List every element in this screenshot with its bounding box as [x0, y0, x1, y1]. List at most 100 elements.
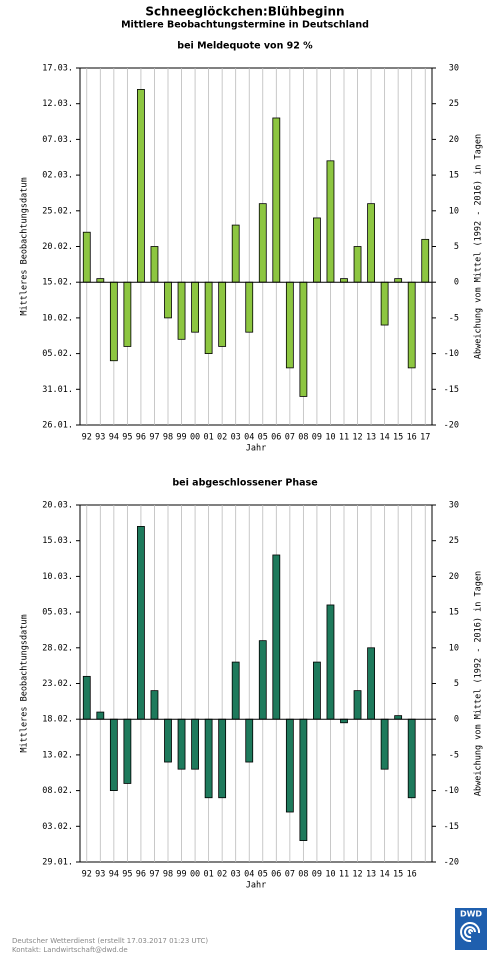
- y-tick-label: 15.03.: [42, 536, 73, 546]
- bar: [380, 281, 389, 326]
- x-tick-label: 97: [149, 433, 159, 443]
- x-tick-label: 01: [203, 433, 213, 443]
- y-tick-label: 05.02.: [42, 349, 73, 359]
- y2-axis-label: Abweichung vom Mittel (1992 - 2016) in T…: [474, 571, 484, 796]
- bar: [407, 281, 416, 369]
- bar: [326, 604, 335, 720]
- y2-axis-label: Abweichung vom Mittel (1992 - 2016) in T…: [474, 134, 484, 359]
- x-tick-label: 08: [298, 870, 308, 880]
- bar: [285, 281, 294, 369]
- y2-tick-label: -5: [449, 750, 459, 760]
- bar: [177, 718, 186, 770]
- y2-tick-label: 0: [454, 715, 459, 725]
- y2-tick-label: 0: [454, 278, 459, 288]
- x-tick-label: 00: [190, 433, 200, 443]
- x-tick-label: 03: [231, 870, 241, 880]
- y-tick-label: 02.03.: [42, 171, 73, 181]
- x-tick-label: 11: [339, 870, 349, 880]
- bar: [258, 640, 267, 720]
- bar: [109, 718, 118, 792]
- y2-tick-label: 20: [449, 572, 459, 582]
- y-tick-label: 20.02.: [42, 242, 73, 252]
- bar: [150, 246, 159, 283]
- bar: [150, 690, 159, 720]
- y2-tick-label: -20: [444, 858, 459, 868]
- bar: [218, 718, 227, 799]
- bar: [367, 647, 375, 720]
- x-tick-label: 07: [285, 870, 295, 880]
- y2-tick-label: 15: [449, 171, 459, 181]
- bar: [299, 281, 308, 397]
- x-tick-label: 96: [136, 870, 146, 880]
- x-tick-label: 09: [312, 870, 322, 880]
- y-tick-label: 10.03.: [42, 572, 73, 582]
- logo-swirl: [460, 922, 481, 943]
- x-tick-label: 02: [217, 433, 227, 443]
- x-tick-label: 12: [352, 433, 362, 443]
- bar: [191, 718, 199, 770]
- x-axis-label: Jahr: [246, 444, 266, 454]
- x-tick-label: 00: [190, 870, 200, 880]
- x-tick-label: 02: [217, 870, 227, 880]
- y2-tick-label: 25: [449, 99, 459, 109]
- x-tick-label: 10: [325, 870, 335, 880]
- logo-text: DWD: [460, 910, 482, 919]
- bar: [231, 661, 240, 720]
- y-tick-label: 20.03.: [42, 501, 73, 511]
- x-tick-label: 92: [82, 433, 92, 443]
- bar: [407, 718, 416, 799]
- bar: [204, 281, 213, 355]
- x-tick-label: 97: [149, 870, 159, 880]
- x-tick-label: 94: [109, 870, 119, 880]
- x-tick-label: 06: [271, 870, 281, 880]
- bar: [96, 278, 105, 283]
- x-tick-label: 05: [258, 433, 268, 443]
- x-tick-label: 01: [203, 870, 213, 880]
- x-tick-label: 92: [82, 870, 92, 880]
- x-tick-label: 96: [136, 433, 146, 443]
- bar: [258, 203, 267, 283]
- y2-tick-label: 30: [449, 64, 459, 74]
- x-tick-label: 95: [122, 870, 132, 880]
- subtitle: Mittlere Beobachtungstermine in Deutschl…: [121, 20, 369, 31]
- y-axis-label: Mittleres Beobachtungsdatum: [20, 177, 30, 315]
- x-tick-label: 17: [420, 433, 430, 443]
- x-tick-label: 99: [176, 870, 186, 880]
- x-tick-label: 10: [325, 433, 335, 443]
- plot-area: [79, 67, 433, 426]
- bar: [340, 718, 348, 724]
- y-tick-label: 08.02.: [42, 786, 73, 796]
- logo: DWD: [455, 908, 487, 950]
- bar: [272, 554, 281, 720]
- x-tick-label: 14: [379, 870, 389, 880]
- x-tick-label: 16: [407, 433, 417, 443]
- y-tick-label: 12.03.: [42, 99, 73, 109]
- x-tick-label: 05: [258, 870, 268, 880]
- y2-tick-label: -15: [444, 822, 459, 832]
- y2-tick-label: 25: [449, 536, 459, 546]
- bar: [82, 675, 91, 720]
- y-tick-label: 31.01.: [42, 385, 73, 395]
- y-tick-label: 25.02.: [42, 206, 73, 216]
- bar: [137, 89, 145, 283]
- y2-tick-label: -10: [444, 786, 459, 796]
- y-tick-label: 29.01.: [42, 858, 73, 868]
- y-tick-label: 17.03.: [42, 64, 73, 74]
- bar: [177, 281, 186, 340]
- bar: [137, 526, 145, 720]
- x-tick-label: 06: [271, 433, 281, 443]
- bar: [299, 718, 308, 841]
- y-tick-label: 15.02.: [42, 278, 73, 288]
- bar: [380, 718, 389, 770]
- bar: [218, 281, 227, 347]
- x-tick-label: 14: [379, 433, 389, 443]
- bar: [123, 718, 132, 784]
- y2-tick-label: -20: [444, 421, 459, 431]
- y2-tick-label: 5: [454, 679, 459, 689]
- y-tick-label: 18.02.: [42, 715, 73, 725]
- x-tick-label: 08: [298, 433, 308, 443]
- y2-tick-label: 30: [449, 501, 459, 511]
- footer: Deutscher Wetterdienst (erstellt 17.03.2…: [12, 937, 208, 945]
- logo-box: [455, 908, 487, 950]
- title: Schneeglöckchen:Blühbeginn: [145, 5, 344, 19]
